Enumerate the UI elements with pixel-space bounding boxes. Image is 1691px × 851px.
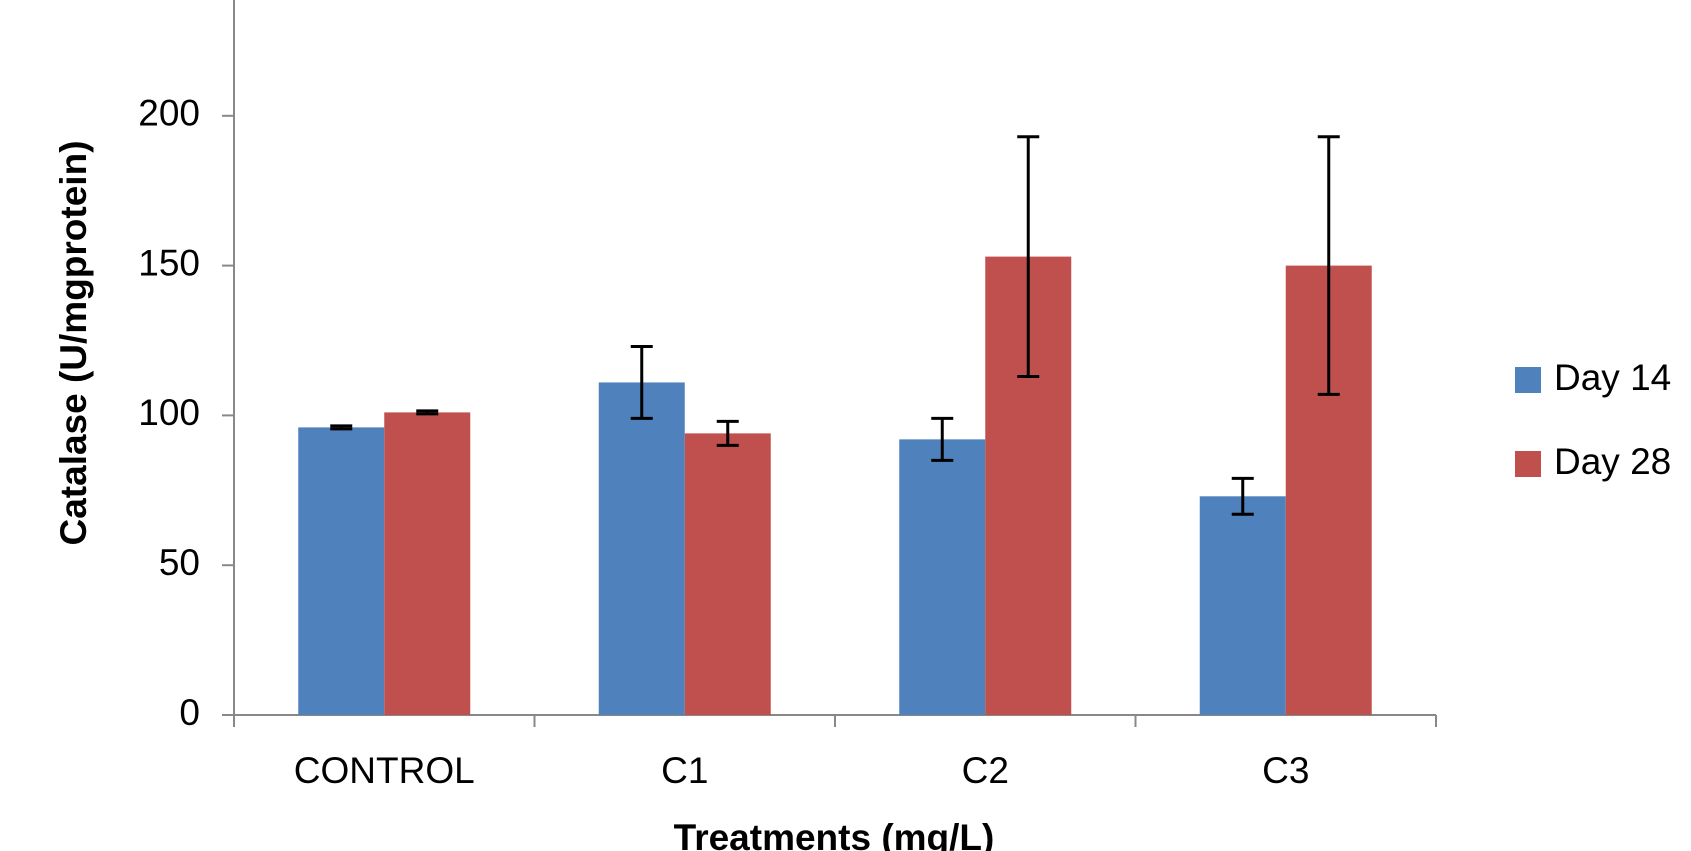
- error-bar: [716, 419, 739, 447]
- legend-swatch: [1515, 367, 1541, 393]
- bar: [598, 382, 685, 715]
- y-tick-label: 150: [138, 242, 200, 283]
- error-bar: [416, 409, 439, 416]
- bar: [1199, 496, 1286, 715]
- bar: [384, 412, 471, 715]
- error-bar: [931, 416, 954, 462]
- x-tick-label: C3: [1262, 750, 1309, 791]
- y-tick-label: 200: [138, 93, 200, 134]
- y-tick-label: 50: [159, 542, 200, 583]
- error-bar: [1017, 135, 1040, 378]
- error-bar: [630, 344, 653, 420]
- x-tick-label: C1: [661, 750, 708, 791]
- y-axis-title: Catalase (U/mgprotein): [53, 140, 94, 545]
- legend-label: Day 28: [1554, 441, 1671, 482]
- x-axis-title: Treatments (mg/L): [674, 817, 995, 851]
- error-bar: [1317, 135, 1340, 396]
- error-bar: [330, 424, 353, 431]
- y-tick-label: 0: [179, 692, 200, 733]
- error-bar: [1231, 476, 1254, 516]
- y-tick-label: 100: [138, 392, 200, 433]
- x-tick-label: CONTROL: [294, 750, 475, 791]
- legend-label: Day 14: [1554, 357, 1671, 398]
- legend-swatch: [1515, 451, 1541, 477]
- bar: [298, 427, 385, 715]
- bar: [899, 439, 986, 715]
- x-tick-label: C2: [962, 750, 1009, 791]
- bar: [684, 433, 771, 715]
